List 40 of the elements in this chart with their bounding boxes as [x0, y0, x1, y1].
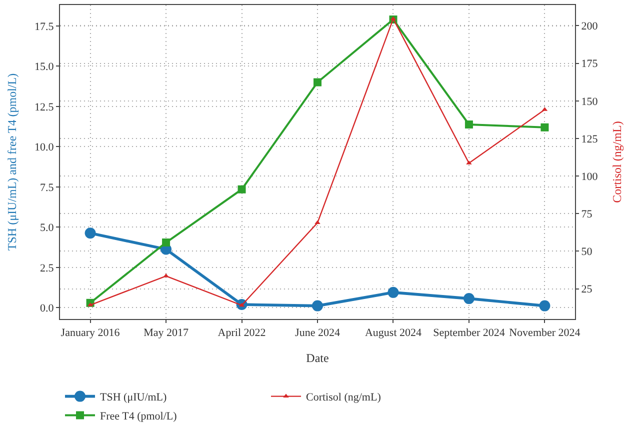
y-tick-label: 7.5: [40, 182, 54, 194]
y-tick-label: 5.0: [40, 222, 54, 234]
legend-label: TSH (μIU/mL): [100, 392, 168, 404]
y-tick-label: 15.0: [34, 61, 54, 74]
y-tick-label: 17.5: [34, 20, 54, 33]
point: [464, 120, 473, 128]
point: [540, 123, 549, 132]
y-tick-label: 0.0: [40, 302, 54, 315]
y-tick-label: 2.5: [40, 262, 54, 274]
y2-axis-title: Cortisol (ng/mL): [610, 121, 624, 203]
point: [314, 220, 320, 224]
point: [388, 286, 399, 298]
x-tick-label: April 2022: [218, 327, 266, 340]
y2-tick-label: 75: [581, 208, 593, 220]
y2-tick-label: 125: [581, 133, 598, 146]
x-axis-title: Date: [306, 351, 329, 366]
y2-tick-label: 175: [581, 58, 598, 70]
point: [312, 300, 323, 312]
x-tick-label: August 2024: [364, 327, 422, 340]
y-tick-label: 10.0: [34, 142, 54, 154]
point: [539, 300, 550, 312]
legend-label: Cortisol (ng/mL): [306, 392, 382, 404]
point: [84, 228, 96, 239]
y2-tick-label: 150: [581, 96, 598, 108]
x-tick-label: May 2017: [144, 327, 189, 340]
x-tick-label: June 2024: [295, 327, 340, 340]
x-tick-label: January 2016: [60, 327, 120, 340]
y2-tick-label: 100: [581, 170, 598, 183]
y2-tick-label: 50: [581, 246, 593, 258]
y2-tick-label: 25: [581, 284, 593, 296]
point: [238, 185, 246, 194]
point: [463, 293, 474, 304]
y-axis-title: TSH (μIU/mL) and free T4 (pmol/L): [4, 73, 19, 251]
point: [314, 78, 322, 86]
y2-tick-label: 200: [581, 20, 598, 33]
x-tick-label: November 2024: [509, 327, 581, 340]
point: [162, 238, 170, 247]
legend-label: Free T4 (pmol/L): [100, 410, 178, 423]
y-tick-label: 12.5: [34, 101, 54, 114]
x-tick-label: September 2024: [433, 327, 506, 340]
